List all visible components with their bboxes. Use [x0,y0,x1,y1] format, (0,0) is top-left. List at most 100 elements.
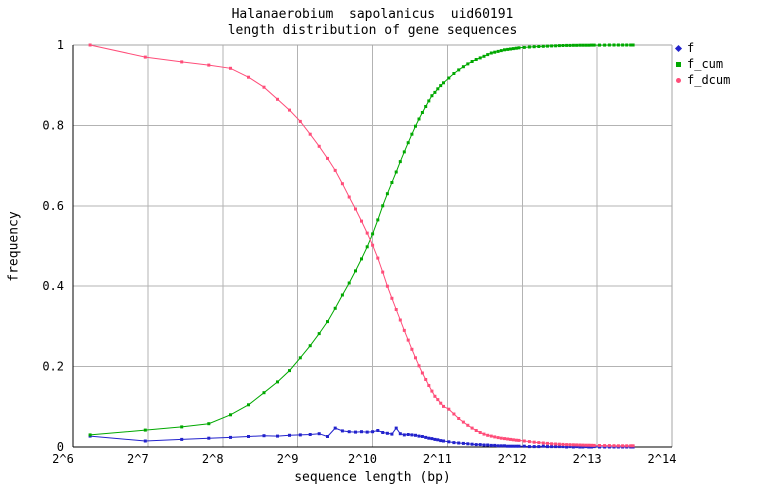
series-f_cum-marker [390,181,394,184]
series-f_dcum-marker [557,442,561,446]
series-f_cum-marker [308,344,312,348]
series-f_dcum-marker [631,444,635,448]
legend-label-f-cum: f_cum [687,57,724,71]
y-tick-label: 0.4 [42,279,64,293]
series-f-marker [571,445,575,449]
series-f_dcum-marker [88,43,92,47]
series-f_cum-marker [180,425,184,429]
series-f_cum-marker [207,422,211,426]
y-tick-label: 0 [57,440,64,454]
series-f_dcum-marker [394,308,398,311]
series-f-marker [575,445,579,449]
series-f_cum-marker [550,44,554,48]
series-f-marker [406,433,410,436]
series-f_dcum-marker [489,434,493,438]
series-f-marker [433,437,437,441]
series-f_cum-marker [571,43,575,47]
series-f_dcum-marker [406,338,410,342]
series-f-marker [554,445,558,449]
series-f_cum-marker [433,90,437,94]
series-f_dcum-marker [592,443,596,447]
series-f_dcum-marker [365,231,369,235]
series-f_dcum-marker [207,63,211,67]
series-f_dcum-marker [571,443,575,447]
series-f_dcum-marker [417,364,421,368]
series-f_cum-marker [394,170,398,174]
series-f_dcum-marker [247,75,250,79]
series-f-marker [442,439,445,443]
series-f-marker [376,429,380,432]
series-f_cum-marker [503,48,506,52]
series-f-marker [499,444,503,448]
x-tick-label: 2^6 [52,452,74,466]
series-f_cum-marker [509,47,512,51]
series-f_dcum-marker [347,195,351,199]
series-f-marker [493,443,497,447]
series-f_dcum-marker [466,423,470,427]
series-f_dcum-marker [532,440,536,444]
series-f-marker [262,434,266,438]
series-f-marker [276,434,279,438]
series-f_dcum-marker [612,444,616,448]
series-f_cum-marker [447,76,451,80]
series-f_cum-marker [527,45,531,49]
series-f_dcum-marker [541,441,545,445]
y-tick-label: 1 [57,38,64,52]
legend-marker-f-icon [674,44,683,52]
series-f-marker [402,433,406,437]
series-f_cum-marker [247,403,250,407]
series-f_dcum-marker [565,443,569,447]
series-f-marker [347,430,351,434]
series-f_cum-marker [326,320,329,324]
series-f_dcum-marker [474,429,478,432]
series-f-marker [541,444,545,448]
series-f_cum-marker [365,245,369,249]
series-f_cum-marker [514,46,518,50]
series-f_cum-marker [457,68,461,72]
series-f_cum-marker [603,43,607,47]
series-f_dcum-marker [554,442,558,446]
series-f-marker [326,435,329,438]
series-f-marker [457,441,461,445]
legend-marker-f-cum-icon [676,61,681,67]
series-f-marker [360,430,363,434]
series-f-marker [565,445,569,449]
series-f_dcum-marker [402,328,406,332]
series-f_cum-marker [470,60,474,63]
series-f_cum-marker [430,94,434,98]
series-f_cum-marker [414,124,417,128]
series-f-marker [461,441,465,445]
series-f_cum-marker [424,105,428,108]
series-f_cum-marker [537,45,541,48]
legend: f f_cum f_dcum [674,40,730,88]
series-f_dcum-marker [581,443,585,447]
series-f-marker [317,432,321,436]
series-f_dcum-line [89,44,634,447]
series-f_dcum-marker [436,398,440,402]
series-f-marker [414,433,417,437]
series-f_dcum-marker [457,417,461,420]
series-f-marker [385,431,389,435]
series-f_dcum-marker [607,444,611,448]
series-f_dcum-marker [371,243,375,247]
series-f_cum-marker [143,428,147,432]
series-f_dcum-marker [590,443,593,447]
series-f-marker [489,443,493,447]
series-f-marker [381,431,385,434]
series-f_cum-marker [557,44,561,48]
series-f-marker [527,445,531,449]
x-tick-label: 2^8 [202,452,224,466]
series-f-marker [354,430,357,434]
series-f-marker [517,444,521,448]
series-f_dcum-marker [598,444,601,447]
series-f-marker [550,445,554,449]
series-f-marker [452,441,456,445]
series-f_cum-marker [486,53,490,57]
series-f_cum-marker [517,46,521,50]
legend-item-f: f [674,40,730,56]
series-f-marker [430,437,434,441]
series-f_dcum-marker [288,108,291,112]
series-f_cum-marker [489,51,493,55]
series-f_cum-marker [376,218,380,222]
series-f_cum-marker [554,44,558,48]
